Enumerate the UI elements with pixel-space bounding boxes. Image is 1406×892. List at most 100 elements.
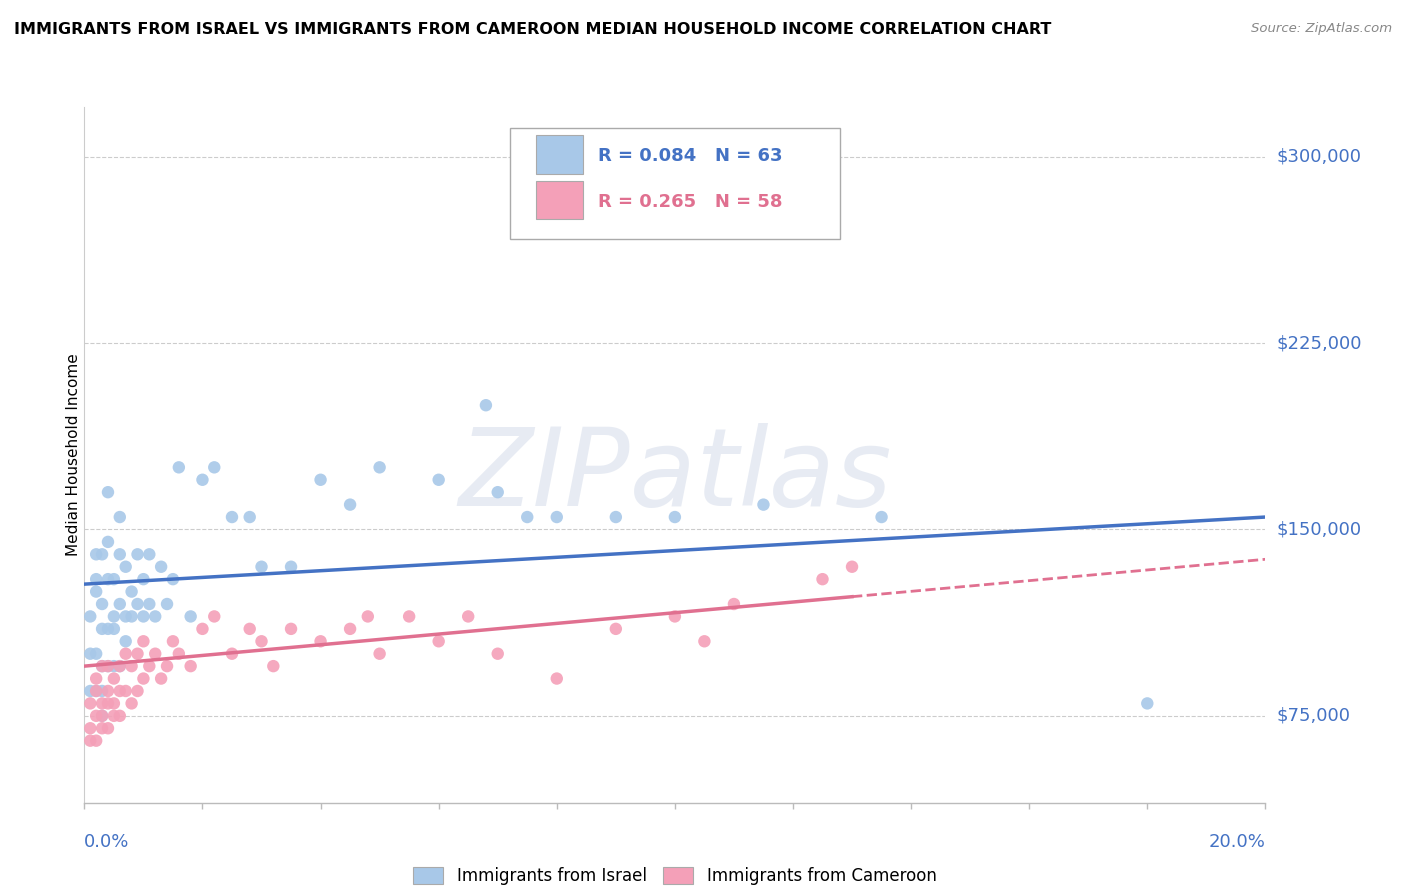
Point <box>79 609 101 624</box>
Point <box>108 597 131 611</box>
Point <box>143 647 166 661</box>
Point <box>664 510 686 524</box>
Point <box>84 647 107 661</box>
Point <box>97 659 120 673</box>
Point <box>91 659 114 673</box>
Point <box>97 534 120 549</box>
Point <box>127 684 149 698</box>
Point <box>79 647 101 661</box>
Point <box>250 559 273 574</box>
Point <box>97 721 120 735</box>
Point <box>132 672 155 686</box>
Point <box>156 597 179 611</box>
Point <box>108 708 131 723</box>
Point <box>114 609 136 624</box>
Point <box>91 622 114 636</box>
Point <box>150 672 173 686</box>
Y-axis label: Median Household Income: Median Household Income <box>66 353 80 557</box>
Point <box>127 647 149 661</box>
Point <box>97 697 120 711</box>
Point <box>239 510 262 524</box>
Point <box>280 559 302 574</box>
Point <box>156 659 179 673</box>
Text: $75,000: $75,000 <box>1277 706 1351 725</box>
Point <box>108 684 131 698</box>
Point <box>108 659 131 673</box>
Point <box>752 498 775 512</box>
Point <box>339 622 361 636</box>
Point <box>127 547 149 561</box>
Text: Source: ZipAtlas.com: Source: ZipAtlas.com <box>1251 22 1392 36</box>
Point <box>79 697 101 711</box>
Point <box>84 584 107 599</box>
Point <box>103 609 125 624</box>
Point <box>546 672 568 686</box>
Point <box>84 672 107 686</box>
Point <box>150 559 173 574</box>
Point <box>103 572 125 586</box>
Point <box>84 733 107 747</box>
Text: ZIPatlas: ZIPatlas <box>458 424 891 528</box>
Point <box>84 684 107 698</box>
Point <box>84 708 107 723</box>
Point <box>870 510 893 524</box>
Point <box>91 697 114 711</box>
FancyBboxPatch shape <box>536 181 582 219</box>
Point <box>457 609 479 624</box>
Point <box>475 398 498 412</box>
Legend: Immigrants from Israel, Immigrants from Cameroon: Immigrants from Israel, Immigrants from … <box>406 861 943 892</box>
Point <box>368 647 391 661</box>
Point <box>167 647 190 661</box>
Point <box>546 510 568 524</box>
Point <box>91 659 114 673</box>
Point <box>221 647 243 661</box>
Point <box>339 498 361 512</box>
Point <box>368 460 391 475</box>
Point <box>121 584 143 599</box>
Point <box>693 634 716 648</box>
Point <box>108 659 131 673</box>
Point <box>180 609 202 624</box>
Point <box>138 547 160 561</box>
Point <box>91 684 114 698</box>
Point <box>84 547 107 561</box>
Text: 20.0%: 20.0% <box>1209 833 1265 851</box>
FancyBboxPatch shape <box>536 136 582 174</box>
Point <box>357 609 380 624</box>
Point <box>121 697 143 711</box>
Point <box>280 622 302 636</box>
Point <box>84 684 107 698</box>
Point <box>103 672 125 686</box>
Text: $225,000: $225,000 <box>1277 334 1362 352</box>
Point <box>132 634 155 648</box>
Point <box>108 547 131 561</box>
Text: IMMIGRANTS FROM ISRAEL VS IMMIGRANTS FROM CAMEROON MEDIAN HOUSEHOLD INCOME CORRE: IMMIGRANTS FROM ISRAEL VS IMMIGRANTS FRO… <box>14 22 1052 37</box>
Point <box>191 473 214 487</box>
Point <box>138 597 160 611</box>
Point <box>309 473 332 487</box>
Point <box>132 609 155 624</box>
Point <box>162 572 184 586</box>
Point <box>132 572 155 586</box>
Point <box>127 597 149 611</box>
Point <box>91 721 114 735</box>
Point <box>114 559 136 574</box>
Point <box>486 647 509 661</box>
Point <box>811 572 834 586</box>
Point <box>97 684 120 698</box>
Point <box>97 485 120 500</box>
Point <box>79 684 101 698</box>
Point <box>605 510 627 524</box>
Point <box>103 659 125 673</box>
Text: 0.0%: 0.0% <box>84 833 129 851</box>
Point <box>427 473 450 487</box>
Point <box>309 634 332 648</box>
Point <box>91 597 114 611</box>
Point <box>221 510 243 524</box>
Point <box>91 708 114 723</box>
Point <box>103 697 125 711</box>
Point <box>202 460 225 475</box>
Point <box>486 485 509 500</box>
Point <box>97 572 120 586</box>
Text: R = 0.265   N = 58: R = 0.265 N = 58 <box>598 194 783 211</box>
